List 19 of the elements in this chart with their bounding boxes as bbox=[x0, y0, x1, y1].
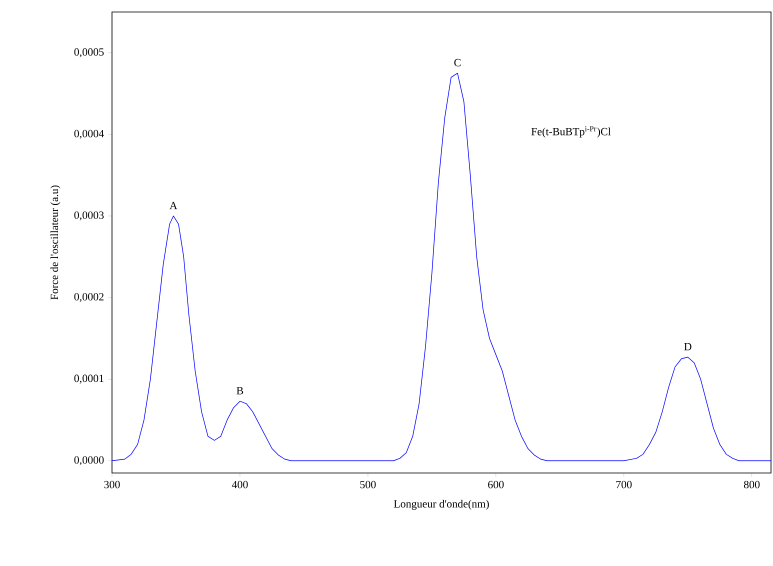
annotation: D bbox=[684, 343, 692, 350]
y-tick-label: 0,0002 bbox=[74, 293, 104, 302]
x-tick-label: 500 bbox=[360, 480, 376, 488]
y-axis-title: Force de l'oscillateur (a.u) bbox=[50, 185, 60, 300]
y-tick-label: 0,0005 bbox=[74, 48, 104, 58]
x-tick-label: 800 bbox=[744, 480, 760, 488]
annotation: A bbox=[170, 202, 178, 210]
y-tick-label: 0,0004 bbox=[74, 130, 104, 139]
x-tick-label: 700 bbox=[616, 480, 632, 488]
x-tick-label: 400 bbox=[232, 480, 248, 488]
annotation: B bbox=[236, 387, 244, 394]
y-tick-label: 0,0001 bbox=[74, 374, 104, 384]
x-axis-title: Longueur d'onde(nm) bbox=[394, 500, 489, 510]
y-tick-label: 0,0003 bbox=[74, 211, 104, 220]
y-tick-label: 0,0000 bbox=[74, 456, 104, 466]
annotation: Fe(t-BuBTp$^{i-Pr}$)Cl bbox=[531, 126, 611, 138]
annotation: C bbox=[454, 58, 461, 66]
x-tick-label: 600 bbox=[488, 480, 504, 488]
x-tick-label: 300 bbox=[104, 480, 120, 488]
